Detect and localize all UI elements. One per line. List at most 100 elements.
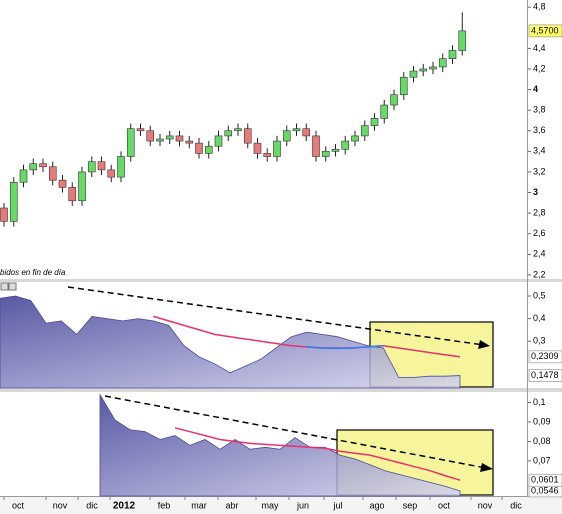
candle-body xyxy=(458,30,467,51)
candle-body xyxy=(292,128,301,132)
candle-body xyxy=(409,70,418,78)
panel-icon[interactable] xyxy=(0,282,9,291)
x-tick-label: oct xyxy=(12,500,25,510)
candle-body xyxy=(126,128,135,157)
trend-arrow xyxy=(104,395,487,469)
y-tick-label: 2,2 xyxy=(533,269,546,279)
last-value-label: 4,5700 xyxy=(531,25,559,35)
y-tick-label: 0,09 xyxy=(533,416,551,426)
candle-body xyxy=(146,130,155,142)
candle-body xyxy=(204,145,213,154)
y-tick-label: 0,08 xyxy=(533,436,551,446)
candle-body xyxy=(390,94,398,106)
last-value-label: 0,2309 xyxy=(531,351,559,361)
y-tick-label: 2,8 xyxy=(533,208,546,218)
candle-body xyxy=(341,140,350,150)
candle-body xyxy=(243,128,252,144)
x-tick-label: dic xyxy=(510,500,522,510)
y-tick-label: 4,4 xyxy=(533,43,546,53)
x-tick-label: ago xyxy=(369,500,384,510)
candle-body xyxy=(399,76,408,96)
candle-body xyxy=(185,140,194,144)
candle-body xyxy=(97,161,106,171)
x-tick-label: abr xyxy=(225,500,238,510)
candle-body xyxy=(78,171,86,202)
last-value-box xyxy=(528,369,562,382)
x-tick-label: feb xyxy=(158,500,171,510)
y-tick-label: 4,2 xyxy=(533,63,546,73)
y-tick-label: 3,4 xyxy=(533,146,546,156)
y-tick-label: 0,3 xyxy=(533,336,546,346)
y-tick-label: 0,4 xyxy=(533,313,546,323)
candle-body xyxy=(331,148,340,152)
panel-icon[interactable] xyxy=(8,282,17,291)
candle-body xyxy=(224,130,233,137)
y-tick-label: 3,2 xyxy=(533,166,546,176)
panel-separator xyxy=(0,388,562,392)
candle-body xyxy=(165,135,174,140)
y-tick-label: 3 xyxy=(533,187,538,197)
x-tick-label: jul xyxy=(332,500,342,510)
candle-body xyxy=(234,128,242,132)
last-value-label: 0,1478 xyxy=(531,370,559,380)
candle-body xyxy=(9,181,18,222)
area xyxy=(99,393,461,497)
x-tick-label: mar xyxy=(191,500,207,510)
y-tick-label: 3,8 xyxy=(533,105,546,115)
y-tick-label: 2,6 xyxy=(533,228,546,238)
y-tick-label: 0,1 xyxy=(533,397,546,407)
candle-body xyxy=(419,68,428,72)
trend-arrow xyxy=(67,286,485,346)
y-tick-label: 4,8 xyxy=(533,2,546,12)
last-value-box xyxy=(528,24,562,38)
last-value-label: 0,0601 xyxy=(531,475,559,485)
last-value-box xyxy=(528,473,562,487)
last-value-box xyxy=(528,350,562,364)
candle-body xyxy=(136,128,145,132)
candle-body xyxy=(195,142,203,154)
candle-body xyxy=(214,135,223,147)
x-tick-label: dic xyxy=(86,500,98,510)
candle-body xyxy=(175,135,184,142)
candle-body xyxy=(370,118,379,126)
panel-caption: bidos en fin de día xyxy=(0,268,66,277)
candle-body xyxy=(29,163,38,171)
candle-body xyxy=(0,207,8,222)
x-tick-label: may xyxy=(261,500,279,510)
x-tick-label: oct xyxy=(438,500,451,510)
x-tick-label: jun xyxy=(296,500,309,510)
candle-body xyxy=(429,66,437,70)
candle-body xyxy=(351,135,359,142)
candle-body xyxy=(273,140,281,157)
candle-body xyxy=(321,151,330,157)
y-tick-label: 3,6 xyxy=(533,125,546,135)
x-tick-label: nov xyxy=(53,500,68,510)
candle-body xyxy=(117,156,125,178)
y-tick-label: 0,5 xyxy=(533,290,546,300)
y-tick-label: 2,4 xyxy=(533,249,546,259)
last-value-label: 0,0546 xyxy=(531,485,559,495)
arrow-head xyxy=(480,463,493,472)
candle-body xyxy=(360,125,369,137)
time-axis xyxy=(0,497,562,514)
panel-separator xyxy=(0,279,562,282)
y-tick-label: 0,07 xyxy=(533,455,551,465)
x-tick-label: nov xyxy=(478,500,493,510)
candle-body xyxy=(253,142,262,154)
candle-body xyxy=(448,50,457,59)
line xyxy=(306,344,384,350)
candle-body xyxy=(87,161,96,173)
candle-body xyxy=(312,135,320,157)
area xyxy=(0,295,461,389)
candle-body xyxy=(302,128,311,137)
candle-body xyxy=(58,179,67,188)
candle-body xyxy=(282,130,291,142)
candle-body xyxy=(107,169,116,178)
candle-body xyxy=(19,169,28,183)
line xyxy=(174,427,461,481)
x-tick-label: 2012 xyxy=(113,501,136,512)
candle-body xyxy=(438,58,447,68)
arrow-head xyxy=(478,340,490,349)
